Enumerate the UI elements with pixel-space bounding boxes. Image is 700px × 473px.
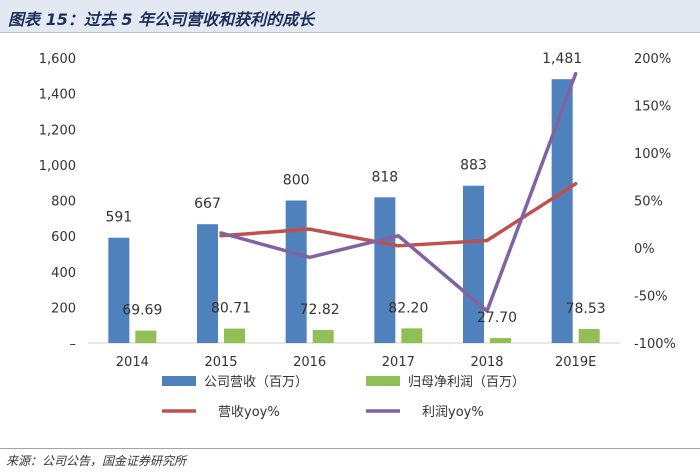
profit-value-label: 78.53 bbox=[566, 301, 606, 317]
x-tick-label: 2016 bbox=[293, 355, 326, 370]
x-tick-label: 2015 bbox=[204, 355, 237, 370]
profit-value-label: 82.20 bbox=[388, 300, 428, 316]
left-tick-label: 1,000 bbox=[39, 159, 76, 174]
left-tick-label: 600 bbox=[51, 230, 76, 245]
revenue-value-label: 591 bbox=[105, 210, 132, 226]
revenue-bars bbox=[108, 79, 573, 344]
right-tick-label: 50% bbox=[634, 195, 663, 210]
legend-profit-yoy-label: 利润yoy% bbox=[422, 405, 484, 420]
revenue-value-label: 883 bbox=[460, 158, 487, 174]
right-tick-label: 200% bbox=[634, 52, 671, 67]
left-tick-label: – bbox=[70, 337, 77, 352]
revenue-bar bbox=[285, 200, 307, 343]
x-tick-label: 2019E bbox=[555, 355, 596, 370]
legend-revenue-label: 公司营收（百万） bbox=[204, 375, 308, 390]
legend-revenue-yoy-label: 营收yoy% bbox=[218, 405, 280, 420]
x-tick-label: 2018 bbox=[470, 355, 503, 370]
revenue-bar bbox=[374, 197, 396, 343]
profit-bar bbox=[135, 330, 157, 343]
right-tick-label: 150% bbox=[634, 100, 671, 115]
right-tick-label: -50% bbox=[634, 290, 668, 305]
left-tick-label: 400 bbox=[51, 266, 76, 281]
figure-header: 图表 15：过去 5 年公司营收和获利的成长 bbox=[0, 0, 700, 33]
profit-value-label: 69.69 bbox=[122, 303, 162, 319]
profit-labels: 69.69 80.71 72.82 82.20 27.70 78.53 bbox=[122, 300, 605, 326]
revenue-bar bbox=[551, 79, 573, 344]
right-tick-label: 0% bbox=[634, 242, 655, 257]
right-tick-label: 100% bbox=[634, 147, 671, 162]
legend: 公司营收（百万） 归母净利润（百万） 营收yoy% 利润yoy% bbox=[162, 375, 525, 420]
legend-profit-swatch bbox=[366, 376, 400, 386]
right-tick-label: -100% bbox=[634, 337, 676, 352]
legend-profit-label: 归母净利润（百万） bbox=[408, 375, 525, 390]
left-axis-ticks: – 200 400 600 800 1,000 1,200 1,400 1,600 bbox=[39, 52, 76, 352]
left-tick-label: 1,400 bbox=[39, 88, 76, 103]
revenue-yoy-polyline bbox=[219, 181, 578, 248]
profit-yoy-polyline bbox=[219, 71, 578, 313]
footer-divider bbox=[0, 448, 700, 449]
figure-title: 图表 15：过去 5 年公司营收和获利的成长 bbox=[8, 10, 315, 29]
left-tick-label: 1,200 bbox=[39, 123, 76, 138]
profit-bar bbox=[312, 330, 334, 343]
revenue-value-label: 1,481 bbox=[542, 51, 582, 67]
profit-bar bbox=[224, 328, 245, 343]
profit-bars bbox=[135, 328, 600, 343]
right-axis-ticks: -100% -50% 0% 50% 100% 150% 200% bbox=[634, 52, 676, 352]
revenue-value-label: 800 bbox=[283, 173, 310, 189]
x-tick-label: 2014 bbox=[116, 355, 149, 370]
profit-yoy-line bbox=[219, 71, 578, 313]
legend-revenue-swatch bbox=[162, 376, 196, 386]
profit-bar bbox=[578, 329, 600, 343]
profit-value-label: 80.71 bbox=[211, 301, 251, 317]
revenue-value-label: 667 bbox=[194, 196, 221, 212]
profit-value-label: 72.82 bbox=[300, 302, 340, 318]
revenue-bar bbox=[197, 224, 218, 343]
profit-value-label: 27.70 bbox=[477, 310, 517, 326]
revenue-yoy-line bbox=[219, 181, 578, 248]
revenue-bar bbox=[108, 237, 130, 343]
left-tick-label: 1,600 bbox=[39, 52, 76, 67]
left-tick-label: 200 bbox=[51, 301, 76, 316]
x-tick-label: 2017 bbox=[382, 355, 415, 370]
source-note: 来源：公司公告，国金证券研究所 bbox=[6, 454, 187, 468]
revenue-labels: 591 667 800 818 883 1,481 bbox=[105, 51, 582, 226]
category-labels: 2014 2015 2016 2017 2018 2019E bbox=[116, 355, 597, 370]
revenue-value-label: 818 bbox=[371, 169, 398, 185]
profit-bar bbox=[401, 328, 423, 343]
left-tick-label: 800 bbox=[51, 195, 76, 210]
profit-bar bbox=[490, 338, 511, 343]
